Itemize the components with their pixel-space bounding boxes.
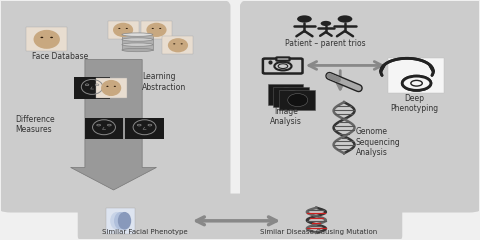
Text: Patient – parent trios: Patient – parent trios — [285, 39, 365, 48]
FancyBboxPatch shape — [96, 78, 127, 98]
Ellipse shape — [282, 91, 302, 104]
Ellipse shape — [122, 43, 153, 46]
Circle shape — [297, 15, 312, 23]
FancyBboxPatch shape — [141, 21, 172, 39]
Ellipse shape — [288, 94, 308, 107]
Circle shape — [411, 80, 422, 86]
Ellipse shape — [110, 212, 123, 230]
FancyBboxPatch shape — [279, 90, 315, 110]
Text: Image
Analysis: Image Analysis — [270, 107, 302, 126]
Ellipse shape — [40, 37, 43, 38]
FancyBboxPatch shape — [263, 59, 302, 73]
FancyBboxPatch shape — [274, 87, 309, 108]
FancyBboxPatch shape — [26, 28, 67, 51]
FancyBboxPatch shape — [125, 118, 164, 139]
Ellipse shape — [50, 37, 53, 38]
Bar — [122, 35, 153, 50]
Ellipse shape — [107, 86, 108, 87]
Ellipse shape — [146, 23, 167, 37]
Text: Deep
Phenotyping: Deep Phenotyping — [390, 94, 438, 113]
Ellipse shape — [101, 80, 121, 96]
FancyBboxPatch shape — [85, 118, 123, 139]
Ellipse shape — [113, 23, 133, 37]
FancyBboxPatch shape — [107, 208, 135, 234]
Text: Face Database: Face Database — [33, 52, 89, 61]
Text: Similar Facial Phenotype: Similar Facial Phenotype — [102, 229, 187, 235]
Ellipse shape — [122, 38, 153, 41]
Ellipse shape — [114, 86, 116, 87]
Text: Genome
Sequencing
Analysis: Genome Sequencing Analysis — [356, 127, 400, 157]
Ellipse shape — [168, 38, 188, 52]
Circle shape — [275, 62, 291, 70]
Ellipse shape — [173, 43, 175, 44]
Ellipse shape — [118, 212, 131, 230]
Ellipse shape — [114, 212, 127, 230]
Ellipse shape — [34, 30, 60, 49]
Circle shape — [278, 64, 288, 69]
Ellipse shape — [126, 28, 128, 29]
Ellipse shape — [152, 28, 154, 29]
Ellipse shape — [159, 28, 161, 29]
Circle shape — [337, 15, 352, 23]
FancyBboxPatch shape — [276, 57, 289, 61]
Circle shape — [402, 76, 431, 90]
FancyBboxPatch shape — [74, 77, 110, 99]
FancyBboxPatch shape — [240, 0, 480, 212]
Ellipse shape — [122, 48, 153, 52]
Text: Similar Disease Causing Mutation: Similar Disease Causing Mutation — [260, 229, 377, 235]
Ellipse shape — [122, 33, 153, 36]
Text: Difference
Measures: Difference Measures — [16, 115, 55, 134]
Text: Learning
Abstraction: Learning Abstraction — [142, 72, 186, 92]
Ellipse shape — [276, 88, 296, 101]
FancyBboxPatch shape — [0, 0, 230, 212]
Polygon shape — [71, 60, 156, 190]
Circle shape — [402, 76, 431, 90]
FancyBboxPatch shape — [78, 193, 402, 240]
FancyBboxPatch shape — [108, 21, 139, 39]
Ellipse shape — [180, 43, 183, 44]
FancyBboxPatch shape — [162, 36, 193, 54]
FancyBboxPatch shape — [268, 84, 303, 105]
Circle shape — [321, 21, 331, 26]
Circle shape — [411, 80, 422, 86]
Ellipse shape — [118, 28, 120, 29]
FancyBboxPatch shape — [388, 58, 444, 93]
